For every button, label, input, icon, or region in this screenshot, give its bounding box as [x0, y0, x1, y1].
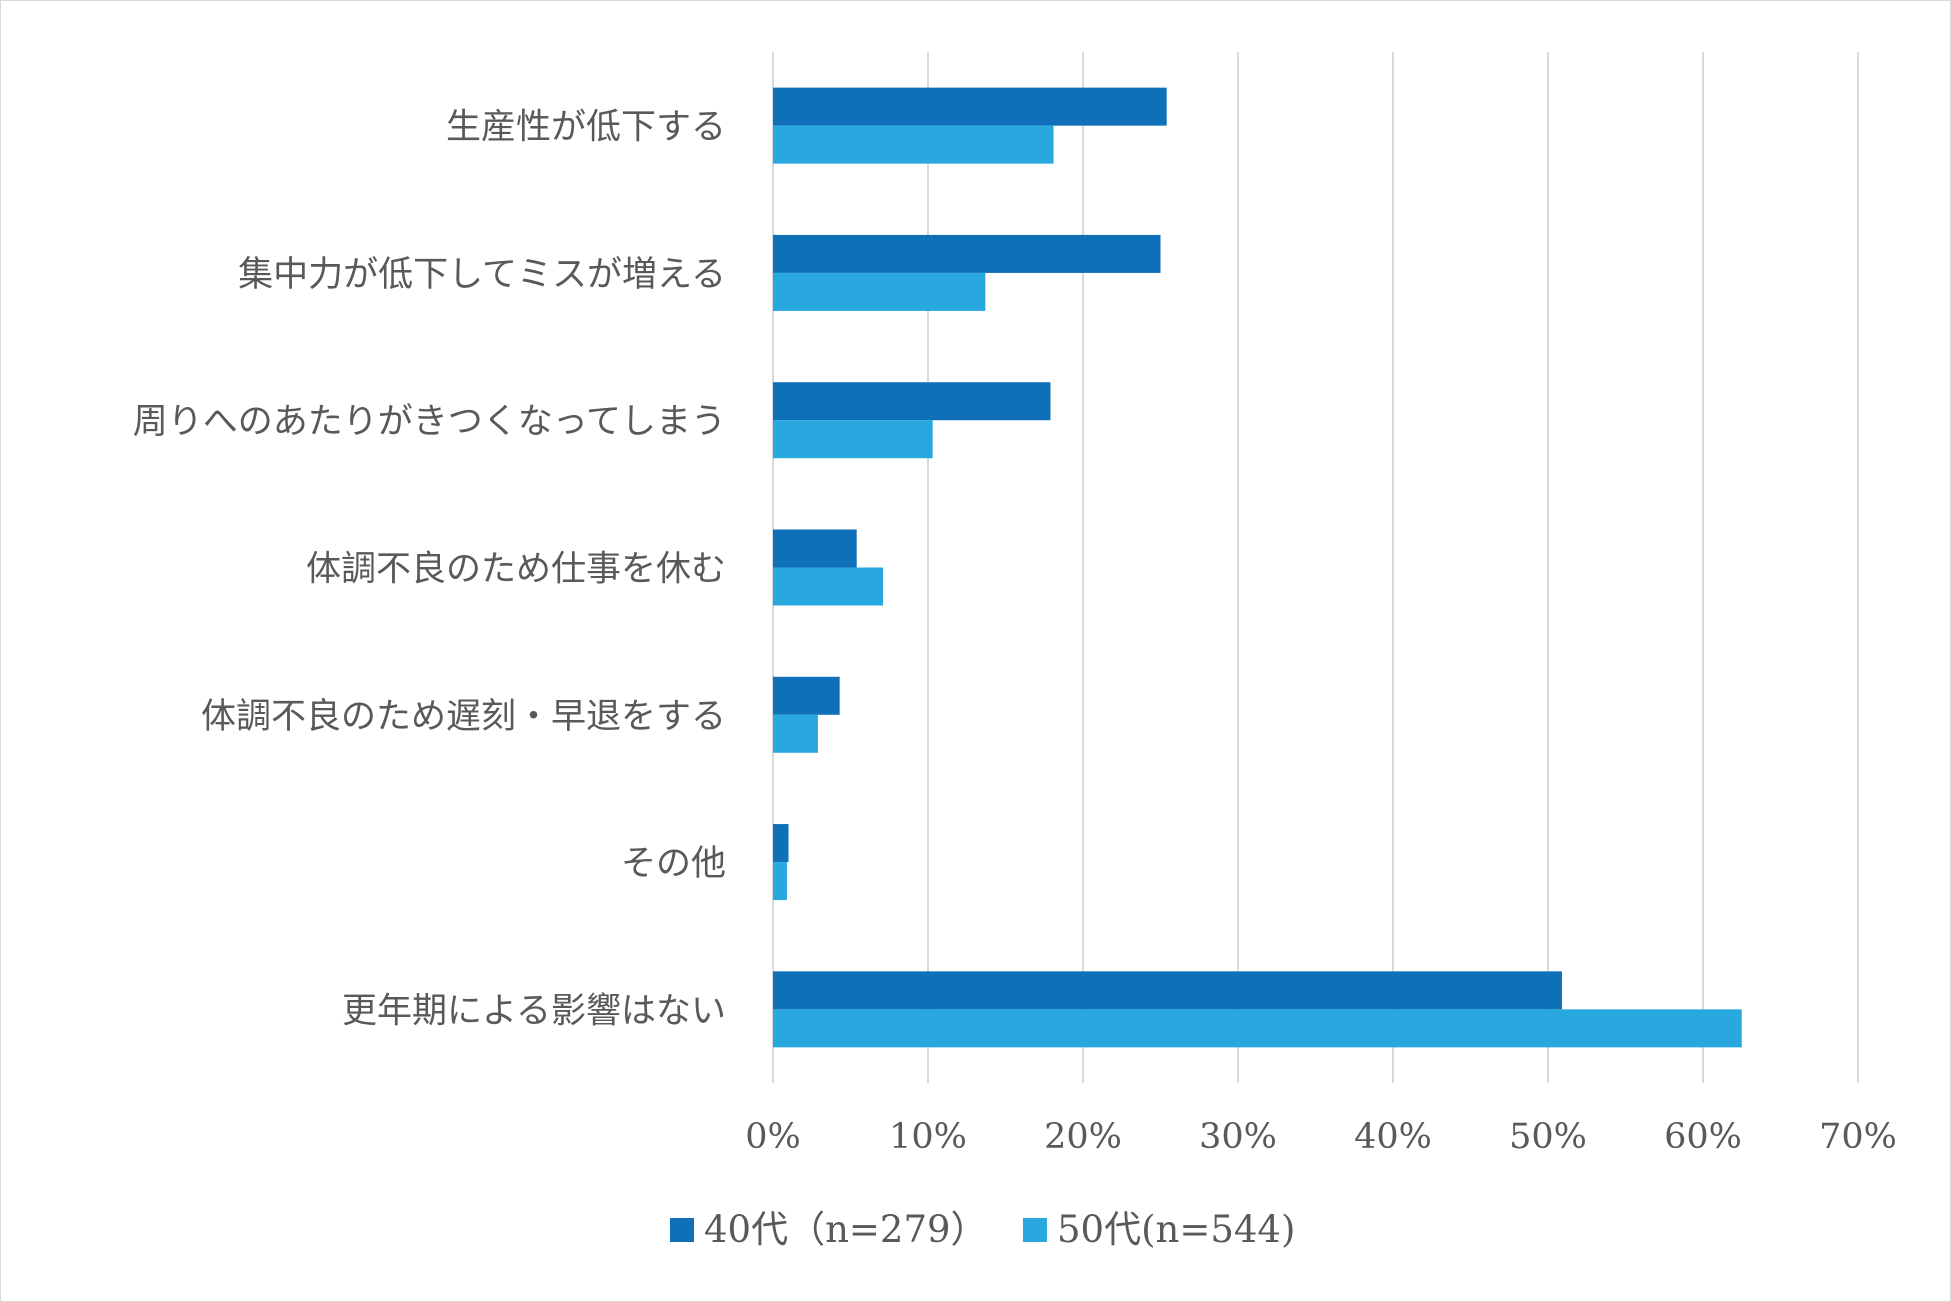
legend-swatch [670, 1218, 694, 1242]
x-tick-label: 30% [1199, 1117, 1277, 1157]
category-label: 更年期による影響はない [342, 991, 726, 1031]
category-label: 生産性が低下する [446, 108, 726, 148]
category-label: その他 [621, 844, 726, 884]
x-tick-label: 50% [1509, 1117, 1587, 1157]
bar-50s [773, 420, 933, 459]
bar-50s [773, 862, 787, 901]
bar-50s [773, 272, 986, 311]
bar-50s [773, 714, 818, 753]
x-tick-label: 0% [745, 1117, 801, 1157]
bar-40s [773, 676, 840, 715]
bar-40s [773, 234, 1161, 273]
bar-40s [773, 529, 857, 568]
category-label: 体調不良のため遅刻・早退をする [201, 697, 726, 737]
bar-40s [773, 824, 789, 863]
bar-40s [773, 87, 1167, 126]
legend-label: 40代（n=279） [704, 1208, 988, 1251]
bar-50s [773, 125, 1054, 164]
x-tick-label: 70% [1819, 1117, 1897, 1157]
category-label: 集中力が低下してミスが増える [238, 255, 726, 295]
bar-40s [773, 382, 1051, 421]
x-tick-label: 40% [1354, 1117, 1432, 1157]
x-tick-label: 20% [1044, 1117, 1122, 1157]
x-tick-label: 10% [889, 1117, 967, 1157]
x-tick-label: 60% [1664, 1117, 1742, 1157]
bar-50s [773, 1009, 1742, 1048]
bar-40s [773, 971, 1562, 1010]
category-label: 体調不良のため仕事を休む [306, 550, 726, 590]
bar-50s [773, 567, 884, 606]
category-label: 周りへのあたりがきつくなってしまう [133, 402, 726, 442]
legend-label: 50代(n=544) [1057, 1208, 1295, 1251]
legend-swatch [1023, 1218, 1047, 1242]
